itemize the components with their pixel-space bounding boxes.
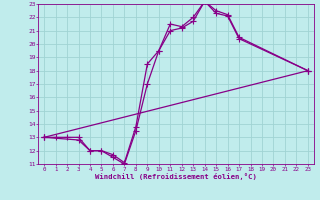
X-axis label: Windchill (Refroidissement éolien,°C): Windchill (Refroidissement éolien,°C) <box>95 173 257 180</box>
